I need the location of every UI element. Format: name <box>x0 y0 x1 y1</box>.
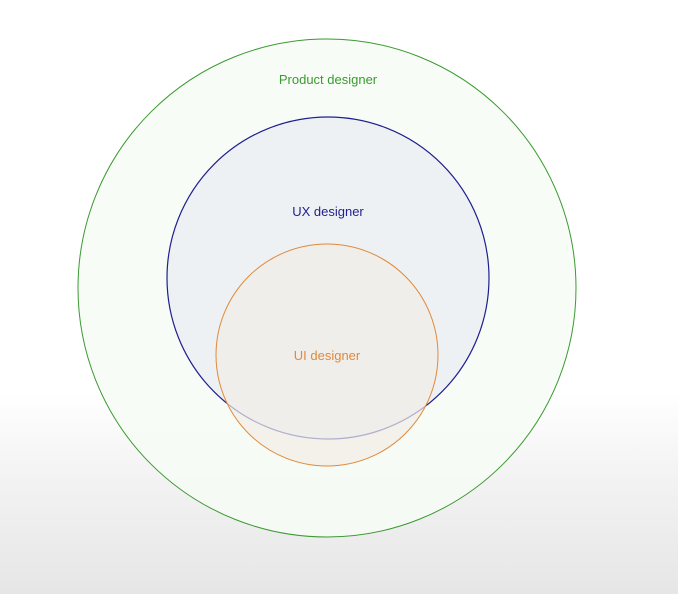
product-designer-label: Product designer <box>279 72 378 87</box>
ui-designer-circle <box>215 243 439 467</box>
ui-designer-label: UI designer <box>294 348 361 363</box>
ux-designer-label: UX designer <box>292 204 364 219</box>
